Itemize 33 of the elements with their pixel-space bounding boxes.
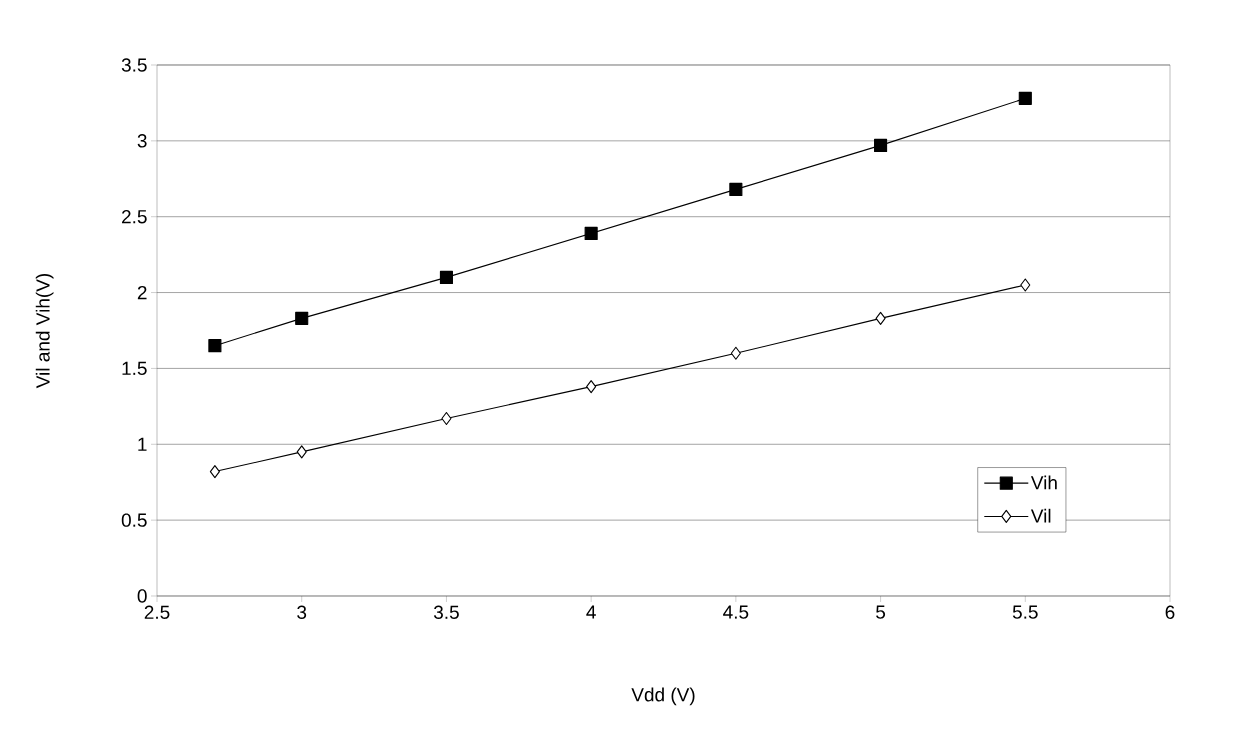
- point: [730, 346, 741, 360]
- point: [729, 182, 743, 196]
- legend-label: Vil: [1030, 508, 1051, 523]
- point: [875, 311, 886, 325]
- y-tick-label: 0.5: [121, 513, 147, 527]
- x-tick-label: 3: [297, 605, 307, 619]
- legend-label: Vih: [1030, 475, 1057, 490]
- x-tick-label: 5.5: [1012, 605, 1038, 619]
- y-tick-label: 1: [138, 437, 147, 451]
- point: [1020, 278, 1031, 292]
- point: [1018, 91, 1032, 105]
- x-tick-label: 6: [1165, 605, 1175, 619]
- x-tick-label: 4.5: [723, 605, 749, 619]
- point: [209, 465, 220, 479]
- point: [295, 311, 309, 325]
- point: [874, 138, 888, 152]
- y-tick-label: 0: [137, 589, 147, 603]
- y-tick-label: 1.5: [122, 361, 147, 376]
- y-tick-label: 3.5: [121, 58, 147, 72]
- point: [586, 380, 597, 394]
- x-tick-label: 3.5: [433, 605, 459, 619]
- y-tick-label: 2.5: [122, 209, 147, 224]
- y-tick-label: 2: [137, 285, 147, 300]
- point: [584, 226, 598, 240]
- y-axis-title: Vil and Vih(V): [35, 273, 54, 389]
- point: [441, 411, 452, 426]
- x-axis-title: Vdd (V): [631, 687, 695, 706]
- y-tick-label: 3: [137, 134, 147, 148]
- x-tick-label: 5: [876, 605, 886, 619]
- point: [296, 445, 307, 459]
- point: [208, 339, 222, 353]
- point: [439, 270, 453, 284]
- x-tick-label: 4: [586, 605, 596, 619]
